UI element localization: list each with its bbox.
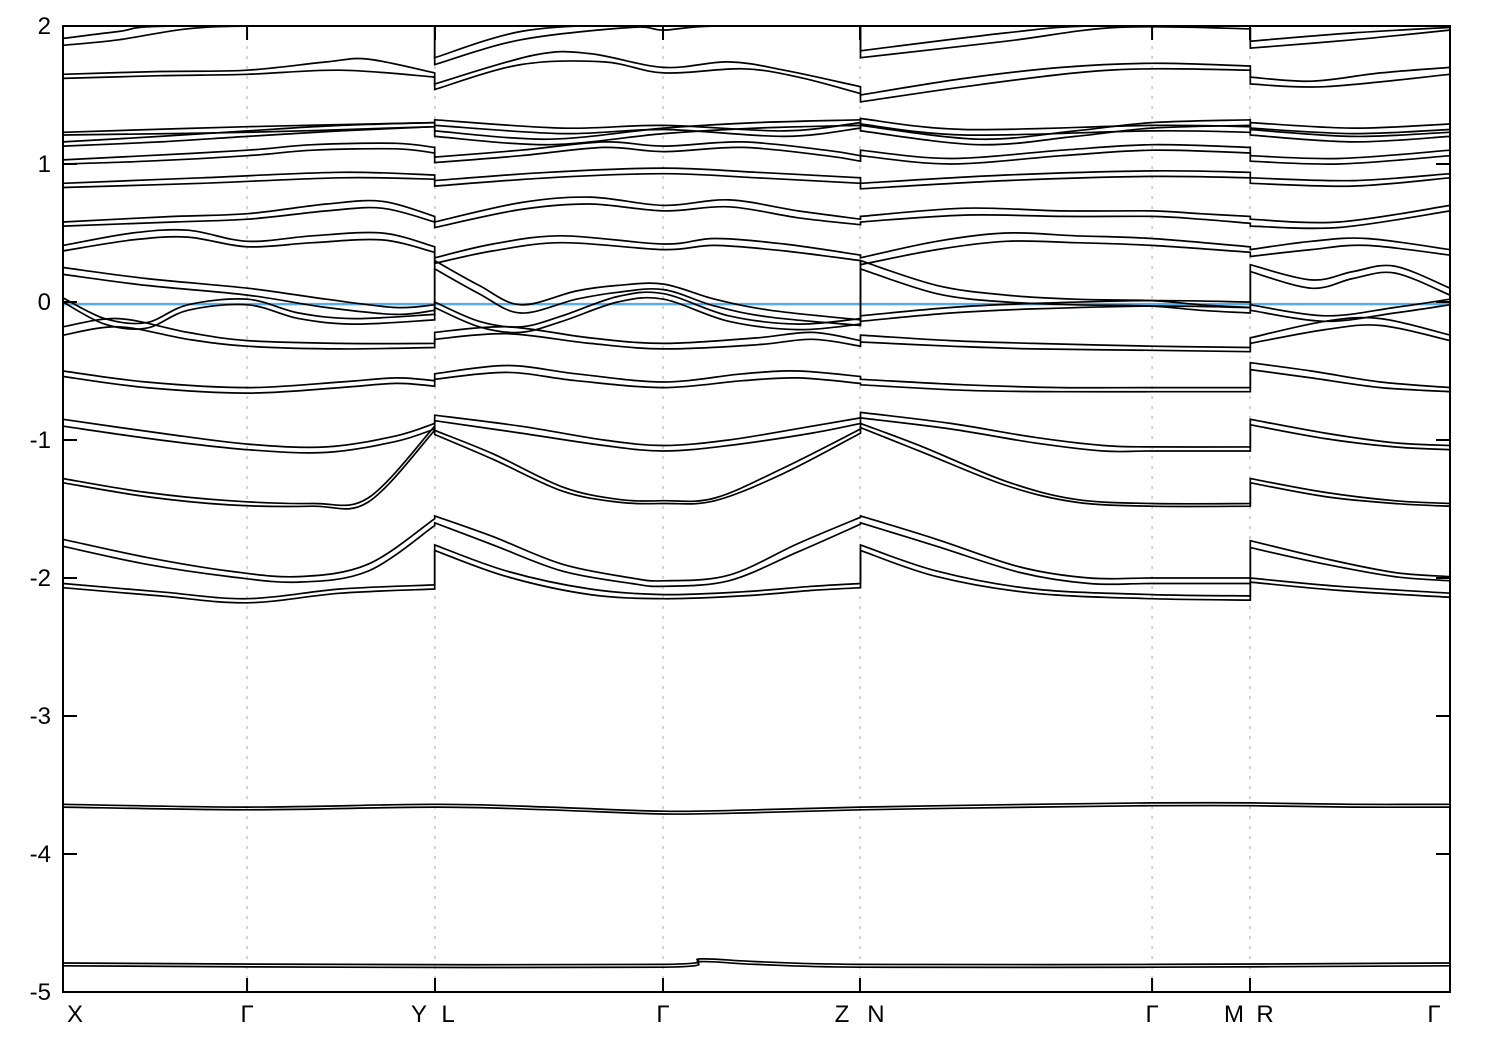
energy-band-curve (63, 196, 1450, 224)
y-tick-label: 1 (38, 151, 51, 178)
x-tick-label: M (1224, 1001, 1244, 1028)
energy-band-curve (63, 267, 1450, 327)
energy-band-curve (63, 203, 1450, 230)
energy-band-curve (63, 167, 1450, 185)
energy-band-curve (63, 291, 1450, 328)
energy-band-curve (63, 141, 1450, 161)
energy-band-curve (63, 549, 1450, 604)
y-tick-label: -2 (30, 565, 51, 592)
y-tick-label: 0 (38, 289, 51, 316)
energy-band-curve (63, 801, 1450, 813)
energy-band-curve (63, 521, 1450, 588)
x-tick-label: N (867, 1001, 884, 1028)
x-tick-label: Γ (656, 1001, 669, 1028)
x-tick-label: X (67, 1001, 83, 1028)
energy-band-curve (63, 228, 1450, 259)
energy-band-curve (63, 804, 1450, 815)
energy-band-curve (63, 411, 1450, 449)
x-tick-label: Z (835, 1001, 850, 1028)
y-tick-label: 2 (38, 13, 51, 40)
energy-band-curve (63, 416, 1450, 454)
x-tick-label: Γ (1427, 1001, 1440, 1028)
energy-band-curve (63, 361, 1450, 389)
y-tick-label: -1 (30, 427, 51, 454)
energy-band-curve (63, 172, 1450, 190)
plot-border (62, 25, 1451, 993)
y-tick-label: -5 (30, 979, 51, 1006)
y-tick-label: -4 (30, 841, 51, 868)
x-tick-label: R (1256, 1001, 1273, 1028)
x-tick-label: Γ (1145, 1001, 1158, 1028)
energy-band-curve (63, 426, 1450, 510)
energy-band-curve (63, 543, 1450, 600)
energy-band-curve (63, 422, 1450, 507)
x-tick-label: Γ (240, 1001, 253, 1028)
energy-band-curve (63, 514, 1450, 582)
energy-band-curve (63, 259, 1450, 321)
energy-band-curve (63, 123, 1450, 138)
energy-band-curve (63, 117, 1450, 134)
energy-band-curve (63, 235, 1450, 266)
energy-band-curve (63, 296, 1450, 334)
energy-band-curve (63, 118, 1450, 143)
energy-band-curve (63, 324, 1450, 353)
x-tick-label: Y (411, 1001, 427, 1028)
energy-band-curve (63, 50, 1450, 96)
y-tick-label: -3 (30, 703, 51, 730)
energy-band-curve (63, 957, 1450, 966)
energy-band-curve (63, 368, 1450, 394)
energy-band-curve (63, 146, 1450, 166)
energy-band-curve (63, 960, 1450, 969)
x-tick-label: L (441, 1001, 454, 1028)
energy-band-curve (63, 316, 1450, 349)
energy-band-curve (63, 60, 1450, 103)
